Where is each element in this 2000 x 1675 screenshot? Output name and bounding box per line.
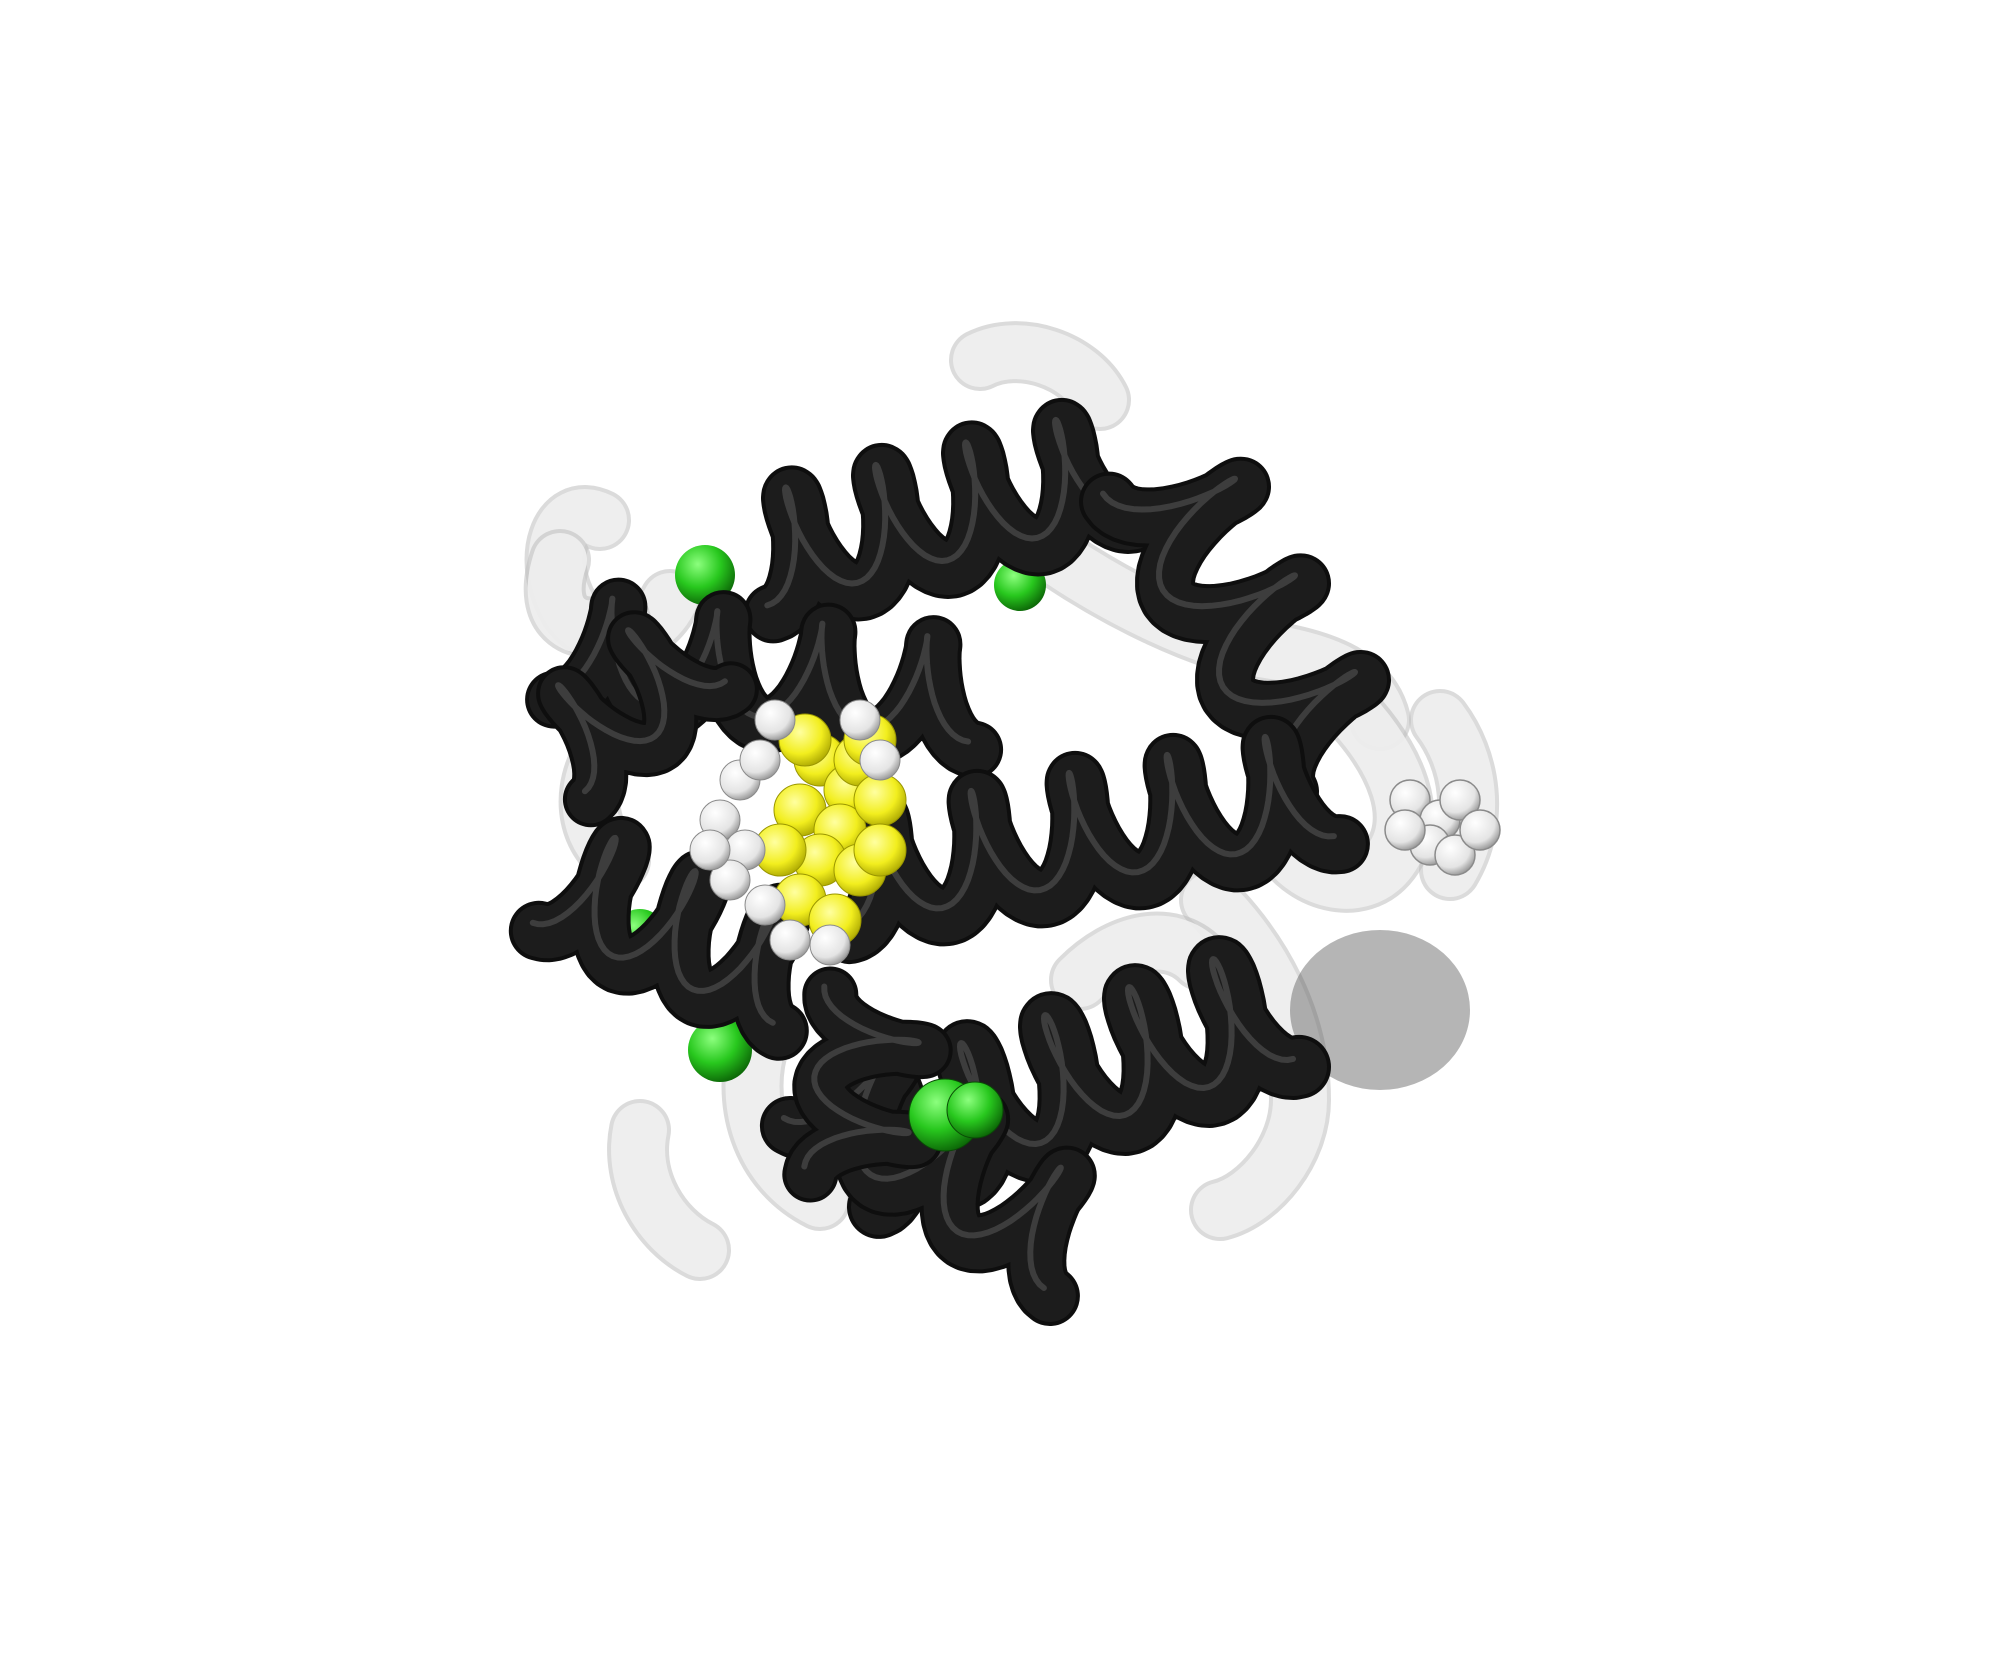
ion-sphere-back-0 — [675, 545, 735, 605]
ligand-yellow-atom-5 — [853, 773, 907, 827]
ghost-tube-8 — [611, 1103, 727, 1277]
helix-highlight-1 — [1100, 475, 1358, 787]
ligand-white-atom-7 — [739, 739, 781, 781]
ligand-white-atom-8 — [689, 829, 731, 871]
ligand-spheres — [689, 699, 907, 966]
ion-spheres-front — [908, 1078, 1004, 1152]
ligand-white-atom-3 — [709, 859, 751, 901]
helix-highlight-0 — [764, 416, 1131, 609]
ligand-white-atom-10 — [839, 699, 881, 741]
ghost-tube-2 — [953, 325, 1127, 427]
ghost-shadow-right — [1290, 930, 1470, 1090]
helix-highlight-7 — [555, 627, 728, 795]
ligand-yellow-atom-13 — [853, 823, 907, 877]
ion-sphere-back-3 — [688, 1018, 752, 1082]
ligand-white-atom-11 — [859, 739, 901, 781]
ligand-white-atom-9 — [754, 699, 796, 741]
ligand-white-atom-5 — [769, 919, 811, 961]
ghost-tube-4 — [1253, 673, 1431, 909]
white-atom-right-5 — [1459, 809, 1501, 851]
ghost-tube-9 — [1053, 915, 1227, 1007]
ion-sphere-front-1 — [946, 1081, 1004, 1139]
helix-ribbon-1 — [1083, 460, 1387, 818]
ligand-white-atom-6 — [809, 924, 851, 966]
ligand-white-atom-4 — [744, 884, 786, 926]
helix-highlight-8 — [801, 983, 922, 1170]
white-atom-right-2 — [1439, 779, 1481, 821]
helix-highlight-4 — [840, 733, 1337, 930]
white-atom-right-6 — [1384, 809, 1426, 851]
helix-ribbon-8 — [786, 970, 949, 1199]
white-atom-right-4 — [1434, 834, 1476, 876]
